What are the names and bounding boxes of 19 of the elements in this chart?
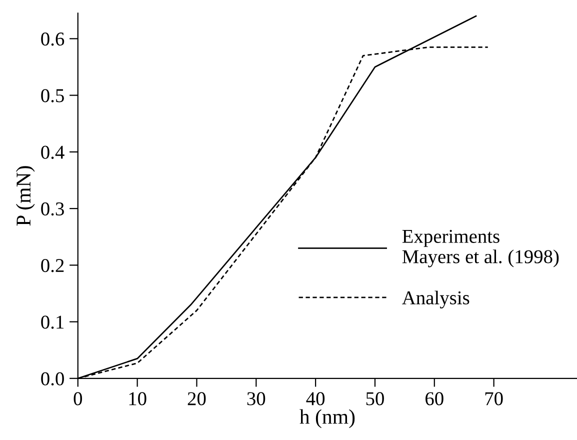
y-tick-label: 0.0 [41,372,64,386]
x-axis-title: h (nm) [300,409,355,428]
y-tick-label: 0.4 [41,146,64,159]
legend-label: Analysis [402,290,470,308]
y-tick-label: 0.5 [41,89,64,102]
x-tick-label: 70 [485,392,503,406]
x-tick-label: 30 [247,392,266,406]
x-tick-label: 0 [74,392,82,406]
x-tick-label: 60 [426,392,444,406]
x-tick-label: 20 [188,392,206,406]
y-tick-label: 0.6 [41,32,64,46]
y-tick-label: 0.2 [41,258,64,272]
y-axis-title: P (mN) [16,166,35,226]
legend-label: Experiments Mayers et al. (1998) [402,230,559,268]
x-tick-label: 10 [129,392,146,406]
x-tick-label: 50 [366,392,384,406]
y-tick-label: 0.3 [41,202,64,216]
x-tick-label: 40 [306,392,325,406]
y-tick-label: 0.1 [41,316,64,329]
